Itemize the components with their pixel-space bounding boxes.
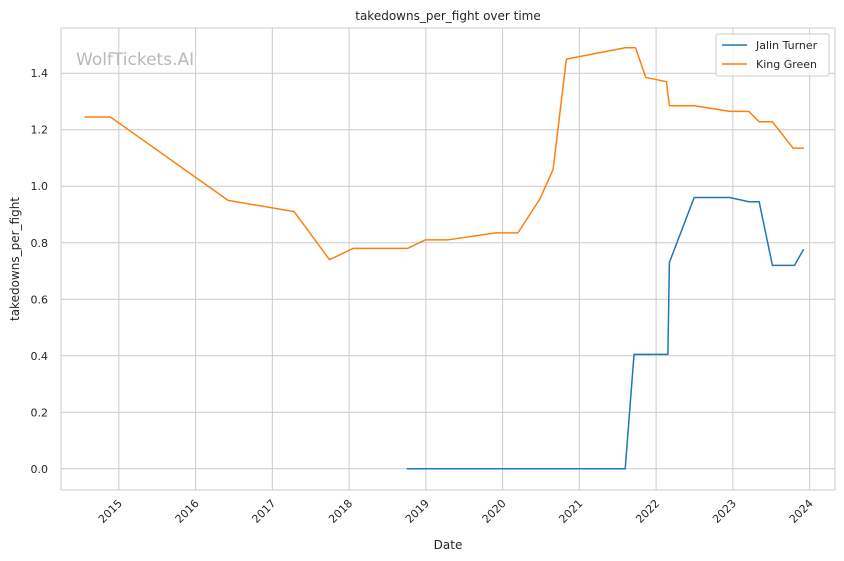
y-tick-label: 0.0 bbox=[31, 463, 49, 476]
grid-lines bbox=[61, 28, 835, 490]
y-tick-label: 0.6 bbox=[31, 293, 49, 306]
series-line-jalin-turner bbox=[406, 196, 805, 470]
x-tick-label: 2024 bbox=[787, 497, 816, 526]
y-tick-label: 0.2 bbox=[31, 406, 49, 419]
watermark-text: WolfTickets.AI bbox=[76, 50, 194, 70]
y-tick-label: 1.2 bbox=[31, 124, 49, 137]
x-tick-label: 2023 bbox=[710, 497, 739, 526]
x-tick-label: 2019 bbox=[403, 497, 432, 526]
x-tick-label: 2021 bbox=[556, 497, 585, 526]
y-axis-label: takedowns_per_fight bbox=[8, 197, 22, 321]
x-tick-label: 2022 bbox=[633, 497, 662, 526]
chart-title: takedowns_per_fight over time bbox=[355, 9, 541, 23]
legend-label-king-green: King Green bbox=[756, 58, 817, 71]
legend-label-jalin-turner: Jalin Turner bbox=[755, 39, 818, 52]
y-tick-label: 0.8 bbox=[31, 237, 49, 250]
y-axis-ticks: 0.0 0.2 0.4 0.6 0.8 1.0 1.2 1.4 bbox=[31, 67, 49, 476]
y-tick-label: 0.4 bbox=[31, 350, 49, 363]
legend: Jalin Turner King Green bbox=[715, 33, 830, 77]
x-tick-label: 2020 bbox=[480, 497, 509, 526]
x-axis-label: Date bbox=[434, 538, 463, 552]
series-layer bbox=[84, 47, 805, 470]
plot-area bbox=[60, 27, 836, 491]
y-tick-label: 1.4 bbox=[31, 67, 49, 80]
y-tick-label: 1.0 bbox=[31, 180, 49, 193]
x-tick-label: 2017 bbox=[249, 497, 278, 526]
x-tick-label: 2018 bbox=[326, 497, 355, 526]
x-axis-ticks: 2015 2016 2017 2018 2019 2020 2021 2022 2023 2024 bbox=[96, 497, 816, 526]
series-line-king-green bbox=[84, 47, 805, 261]
x-tick-label: 2016 bbox=[173, 497, 202, 526]
x-tick-label: 2015 bbox=[96, 497, 125, 526]
